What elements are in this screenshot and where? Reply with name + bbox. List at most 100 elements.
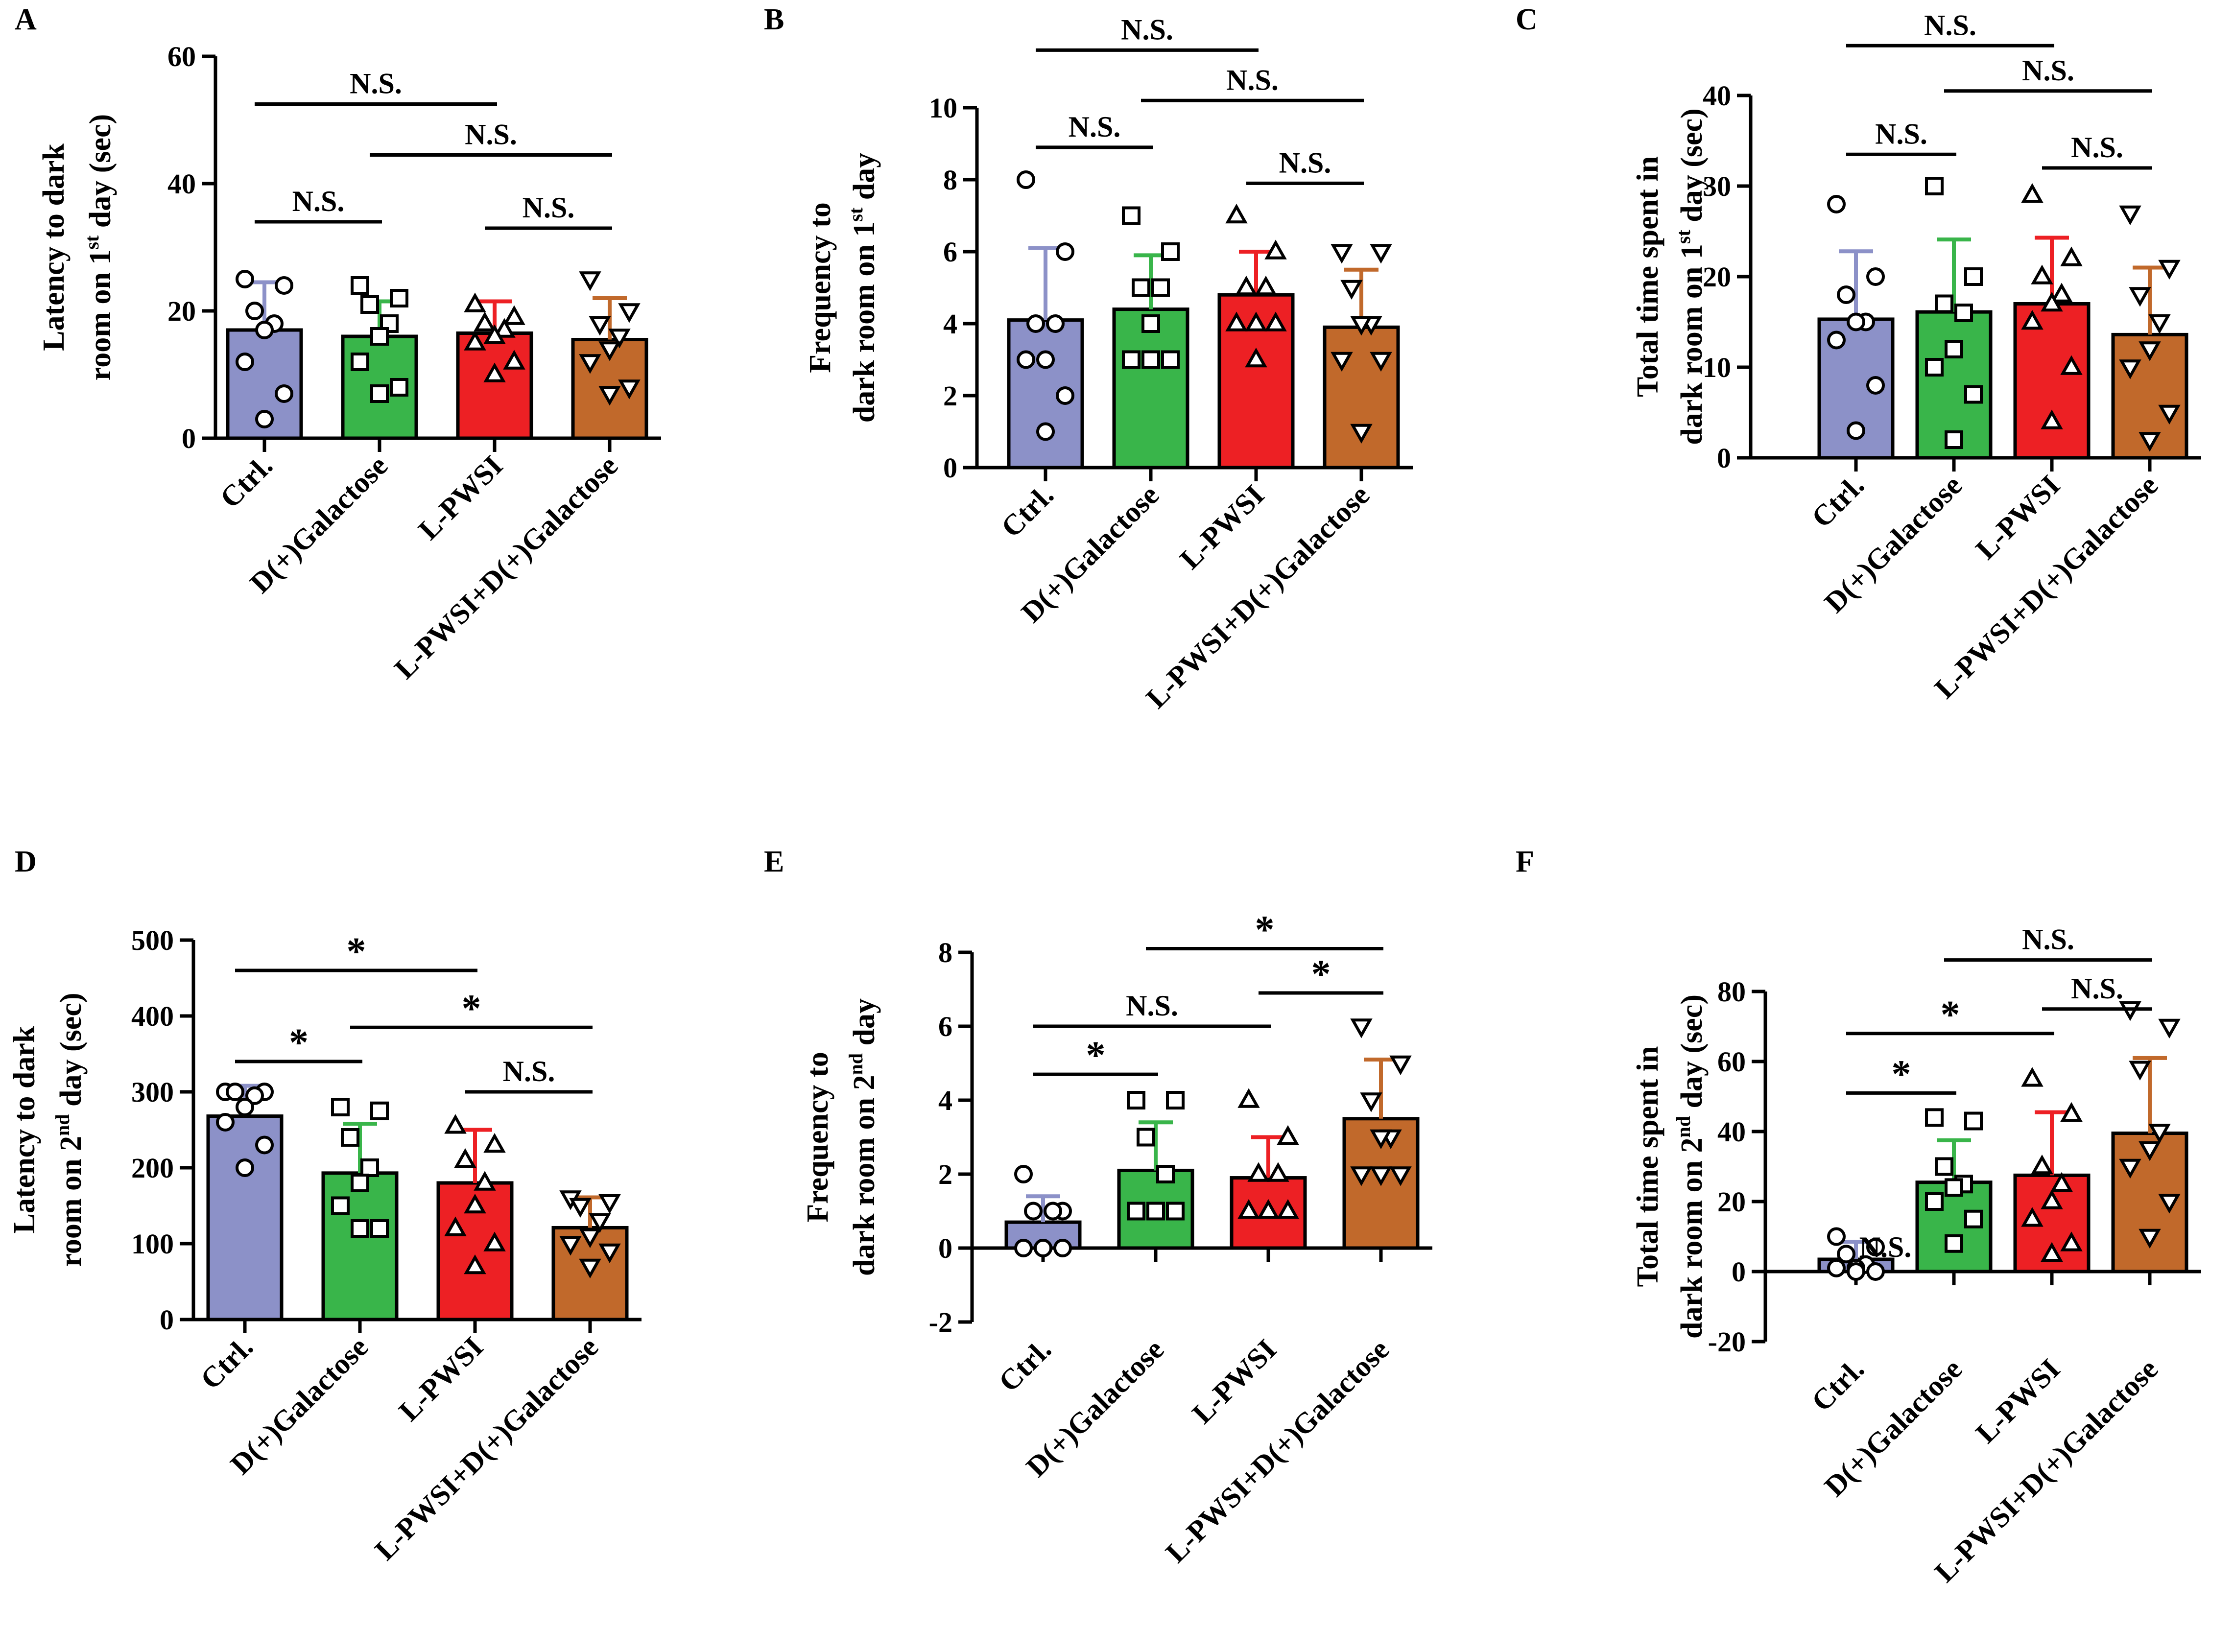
- data-point: [2041, 1242, 2063, 1262]
- significance-label: *: [1311, 953, 1331, 996]
- data-point: [454, 1148, 476, 1168]
- data-point: [2139, 1228, 2161, 1249]
- data-point: [503, 305, 525, 325]
- y-axis-label-line1: Frequency to: [801, 1052, 834, 1222]
- data-point: [598, 386, 621, 406]
- data-point: [1053, 1239, 1072, 1257]
- data-point: [464, 330, 486, 351]
- data-point: [1036, 422, 1055, 441]
- panel-c: C Total time spent in dark room on 1st day…: [1516, 3, 2201, 705]
- data-point: [1156, 1165, 1175, 1183]
- data-point: [2060, 246, 2083, 266]
- data-point: [483, 324, 506, 344]
- data-point: [1122, 206, 1141, 225]
- data-point: [2041, 291, 2063, 312]
- y-axis-label-line2: dark room on 2nd day: [845, 998, 881, 1276]
- data-point: [1389, 1055, 1412, 1076]
- x-tick-label: Ctrl.: [993, 1333, 1058, 1398]
- x-tick-label: Ctrl.: [214, 449, 279, 515]
- y-tick-label: 10: [1703, 352, 1731, 383]
- data-point: [1237, 1199, 1260, 1219]
- data-point: [331, 1098, 350, 1116]
- data-point: [370, 327, 389, 346]
- data-point: [236, 353, 254, 371]
- y-tick-label: 0: [1732, 1256, 1746, 1288]
- y-tick-label: 20: [1703, 261, 1731, 293]
- data-point: [1255, 275, 1277, 296]
- data-point: [1370, 1129, 1392, 1150]
- bar-3: [456, 331, 533, 440]
- panel-label: F: [1516, 845, 1534, 878]
- data-point: [226, 1083, 244, 1101]
- data-point: [2041, 1189, 2063, 1209]
- data-point: [1925, 177, 1944, 195]
- data-point: [1127, 1091, 1145, 1109]
- data-point: [1036, 350, 1055, 369]
- significance-label: *: [1086, 1034, 1106, 1077]
- panel-b: B Frequency to dark room on 1st day 0 2 4 6 8 10…: [764, 3, 1413, 714]
- data-point: [1389, 1166, 1412, 1186]
- y-tick-label: 8: [938, 937, 952, 968]
- data-point: [1350, 1166, 1373, 1186]
- data-point: [1146, 1202, 1165, 1221]
- data-point: [1132, 278, 1150, 297]
- data-point: [598, 341, 621, 361]
- y-axis-label-line1: Frequency to: [804, 202, 837, 373]
- data-point: [2060, 355, 2083, 375]
- data-point: [2021, 1207, 2044, 1227]
- data-point: [2119, 359, 2141, 379]
- data-point: [483, 1231, 506, 1251]
- data-point: [2129, 287, 2151, 307]
- y-tick-label: 100: [131, 1228, 174, 1260]
- x-tick-label: L-PWSI: [1186, 1333, 1283, 1430]
- y-tick-label: 80: [1717, 976, 1746, 1008]
- data-point: [1827, 1227, 1846, 1246]
- data-point: [2139, 432, 2161, 452]
- data-point: [2060, 1102, 2083, 1122]
- data-point: [1866, 1237, 1885, 1256]
- data-point: [331, 1196, 350, 1215]
- data-point: [1245, 347, 1267, 368]
- significance-label: N.S.: [1924, 9, 1976, 41]
- y-tick-label: 4: [938, 1085, 952, 1116]
- bar-2: [321, 1171, 399, 1322]
- y-axis-label-line1: Latency to dark: [37, 143, 71, 351]
- data-point: [351, 1219, 369, 1238]
- data-point: [579, 1228, 601, 1249]
- y-tick-label: 60: [167, 41, 196, 72]
- y-tick-label: 200: [131, 1152, 174, 1184]
- data-point: [2021, 1067, 2044, 1087]
- data-point: [236, 270, 254, 288]
- x-tick-label: Ctrl.: [194, 1331, 260, 1396]
- data-point: [474, 1171, 496, 1191]
- y-tick-label: 0: [1717, 442, 1731, 474]
- panel-label: D: [15, 845, 37, 878]
- data-point: [1245, 311, 1267, 331]
- data-point: [1370, 352, 1392, 372]
- data-point: [1056, 386, 1074, 405]
- data-point: [1370, 1166, 1392, 1186]
- x-tick-label: L-PWSI: [412, 449, 509, 546]
- y-tick-label: 0: [938, 1232, 952, 1264]
- data-point: [275, 384, 293, 403]
- significance-label: *: [462, 987, 481, 1030]
- data-point: [1945, 340, 1963, 358]
- panel-e: E Frequency to dark room on 2nd day -2 0 2 4 6 8…: [764, 845, 1432, 1569]
- data-point: [1847, 421, 1865, 440]
- data-point: [351, 353, 369, 371]
- data-point: [1331, 352, 1353, 372]
- data-point: [464, 292, 486, 312]
- x-tick-label: Ctrl.: [995, 479, 1060, 544]
- x-tick-label: L-PWSI: [1174, 479, 1271, 576]
- data-point: [444, 1114, 467, 1134]
- data-point: [464, 1193, 486, 1214]
- data-point: [255, 410, 274, 428]
- data-point: [341, 1128, 359, 1147]
- data-point: [1046, 314, 1065, 333]
- x-tick-label: L-PWSI+D(+)Galactose: [1160, 1333, 1396, 1569]
- data-point: [1225, 311, 1248, 331]
- data-point: [255, 1135, 274, 1155]
- data-point: [1925, 358, 1944, 377]
- data-point: [1161, 242, 1180, 261]
